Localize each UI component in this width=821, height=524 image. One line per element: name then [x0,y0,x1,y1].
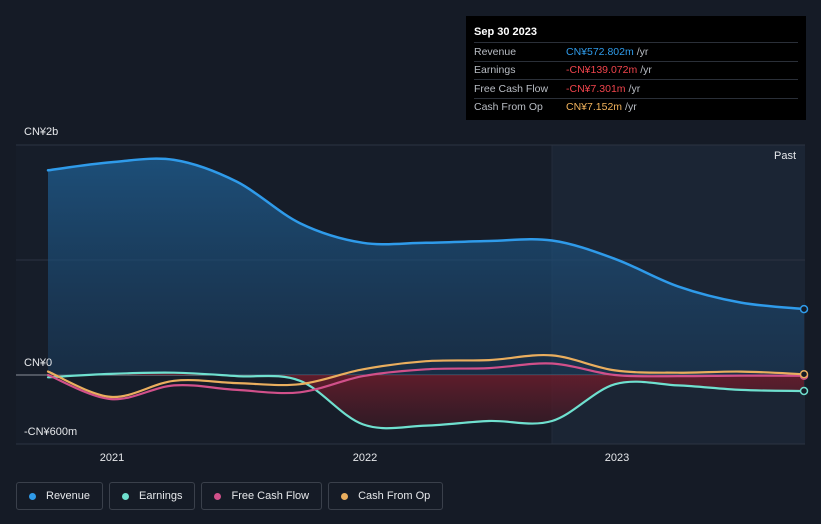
legend-item-free-cash-flow[interactable]: Free Cash Flow [201,482,323,510]
revenue-point [799,304,809,314]
x-tick-label: 2021 [99,452,125,464]
legend-item-earnings[interactable]: Earnings [109,482,196,510]
legend-dot-icon [214,492,222,500]
tooltip-row-revenue: Revenue CN¥572.802m /yr [474,42,798,61]
tooltip-label: Earnings [474,64,516,77]
tooltip-value: CN¥7.152m [566,101,623,114]
tooltip-label: Cash From Op [474,101,543,114]
tooltip-label: Free Cash Flow [474,82,549,95]
cash-from-op-line [46,353,806,399]
tooltip-date: Sep 30 2023 [474,26,537,38]
tooltip-unit: /yr [636,45,649,58]
earnings-point [799,386,809,396]
legend-dot-icon [341,492,349,500]
tooltip-label: Revenue [474,45,517,58]
y-tick-label-bottom: -CN¥600m [24,426,78,438]
tooltip-unit: /yr [625,101,637,114]
y-tick-label-top: CN¥2b [24,126,59,138]
past-region-label: Past [774,150,797,162]
tooltip-row-free-cash-flow: Free Cash Flow -CN¥7.301m /yr [474,79,798,98]
legend-label: Cash From Op [358,490,431,502]
data-tooltip: Sep 30 2023 Revenue CN¥572.802m /yr Earn… [466,16,806,120]
free-cash-flow-line [46,362,806,401]
earnings-area [48,372,804,429]
tooltip-row-cash-from-op: Cash From Op CN¥7.152m /yr [474,97,798,117]
legend-label: Revenue [46,490,91,502]
legend-item-revenue[interactable]: Revenue [16,482,104,510]
tooltip-value: CN¥572.802m [566,45,634,58]
revenue-area [48,158,804,375]
tooltip-unit: /yr [628,82,641,95]
tooltip-row-earnings: Earnings -CN¥139.072m /yr [474,60,798,80]
revenue-line [46,157,806,311]
legend-label: Free Cash Flow [231,490,310,502]
tooltip-value: -CN¥7.301m [566,82,626,95]
x-tick-label: 2023 [604,452,630,464]
tooltip-value: -CN¥139.072m [566,64,638,77]
legend-dot-icon [122,492,130,500]
earnings-line [46,371,806,430]
legend-label: Earnings [139,490,183,502]
chart-legend: Revenue Earnings Free Cash Flow Cash Fro… [16,482,444,510]
x-tick-label: 2022 [352,452,378,464]
cash-from-op-point [799,369,809,379]
y-tick-label-zero: CN¥0 [24,357,53,369]
legend-dot-icon [29,492,36,500]
legend-item-cash-from-op[interactable]: Cash From Op [328,482,444,510]
tooltip-unit: /yr [640,64,652,77]
